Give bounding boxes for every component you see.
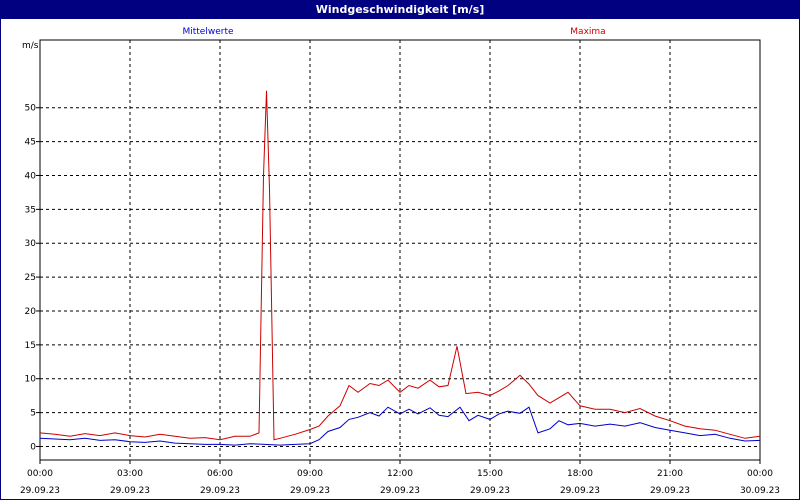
y-tick-label: 0 [30,442,36,452]
legend-mittelwerte: Mittelwerte [182,27,233,37]
x-tick-time: 06:00 [207,469,233,479]
y-tick-label: 10 [25,375,37,385]
series-lines [39,90,761,446]
x-tick-date: 29.09.23 [560,486,600,496]
x-tick-date: 29.09.23 [470,486,510,496]
x-tick-date: 29.09.23 [110,486,150,496]
x-tick-time: 18:00 [567,469,593,479]
grid-lines [40,40,760,460]
y-axis-label: m/s [22,41,39,51]
y-tick-label: 35 [25,205,36,215]
y-tick-label: 15 [25,341,36,351]
legend-maxima: Maxima [570,27,605,37]
x-axis-ticks: 00:00 29.09.23 03:00 29.09.23 06:00 29.09.23 0… [20,460,780,496]
x-tick-time: 12:00 [387,469,413,479]
y-tick-label: 5 [30,409,36,419]
x-tick-time: 15:00 [477,469,503,479]
series-line-mittelwerte [39,406,761,446]
y-tick-label: 20 [25,307,37,317]
x-tick-date: 29.09.23 [290,486,330,496]
series-line-maxima [39,90,761,441]
x-tick-date: 29.09.23 [20,486,60,496]
x-tick-time: 00:00 [27,469,53,479]
x-tick-date: 29.09.23 [380,486,420,496]
chart-title: Windgeschwindigkeit [m/s] [1,1,799,19]
y-tick-label: 30 [25,239,37,249]
x-tick-date: 29.09.23 [650,486,690,496]
x-tick-time: 00:00 [747,469,773,479]
y-tick-label: 40 [25,171,37,181]
y-tick-label: 50 [25,104,37,114]
y-tick-label: 45 [25,138,36,148]
x-tick-date: 29.09.23 [200,486,240,496]
x-tick-time: 09:00 [297,469,323,479]
x-tick-time: 21:00 [657,469,683,479]
y-axis-ticks: 0 5 10 15 20 25 30 35 40 45 50 [25,104,40,452]
y-tick-label: 25 [25,273,36,283]
x-tick-date: 30.09.23 [740,486,780,496]
x-tick-time: 03:00 [117,469,143,479]
